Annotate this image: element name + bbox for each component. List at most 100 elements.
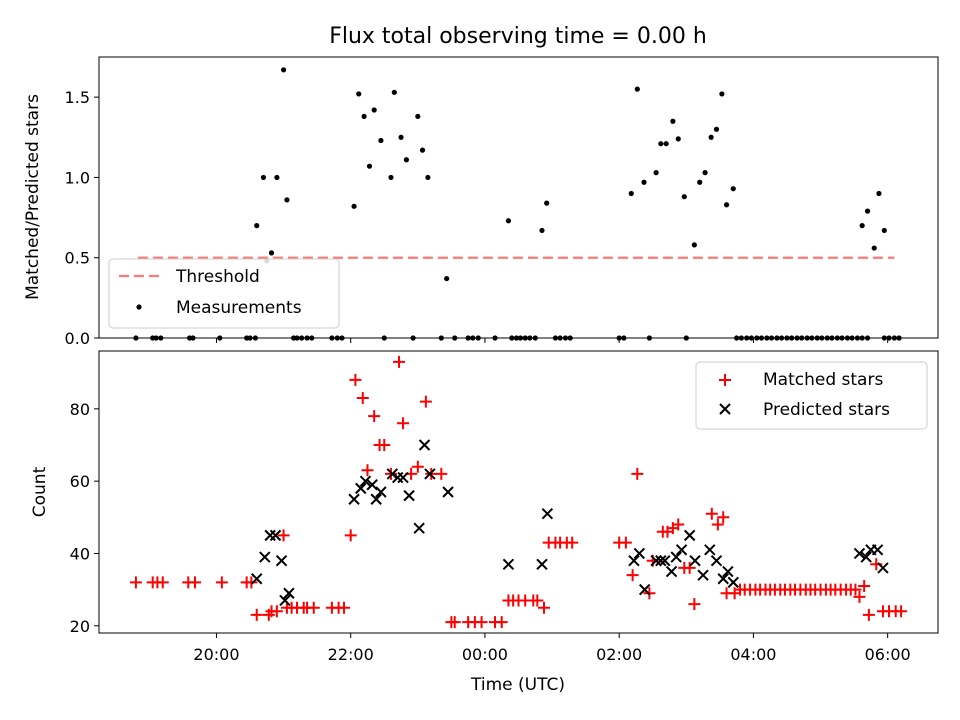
count-y-tick-label: 20	[70, 617, 90, 636]
measurement-point	[567, 335, 573, 341]
measurement-point	[829, 335, 835, 341]
matched-stars-point	[853, 590, 866, 603]
matched-stars-point	[277, 529, 290, 542]
predicted-stars-point	[655, 554, 667, 567]
measurement-point	[670, 118, 676, 124]
matched-stars-point	[849, 583, 862, 596]
measurement-point	[738, 335, 744, 341]
x-tick-label: 00:00	[462, 645, 508, 664]
x-axis-label: Time (UTC)	[470, 675, 565, 695]
measurement-point	[744, 335, 750, 341]
matched-stars-point	[270, 605, 283, 618]
measurement-point	[517, 335, 524, 341]
measurement-point	[702, 170, 708, 176]
matched-stars-point	[626, 569, 639, 582]
measurement-point	[522, 335, 528, 341]
matched-stars-point	[250, 608, 263, 621]
measurement-point	[719, 91, 725, 97]
measurement-point	[562, 335, 569, 341]
legend-measurements-swatch	[136, 304, 142, 310]
matched-stars-point	[688, 598, 701, 611]
measurement-point	[329, 335, 335, 341]
measurement-point	[871, 245, 877, 251]
measurement-point	[675, 136, 681, 142]
measurement-point	[532, 335, 538, 341]
measurement-point	[356, 91, 362, 97]
matched-stars-point	[619, 536, 632, 549]
measurement-point	[641, 179, 647, 185]
matched-stars-point	[538, 601, 551, 614]
matched-stars-point	[705, 507, 718, 520]
measurement-point	[859, 223, 865, 229]
chart-title: Flux total observing time = 0.00 h	[329, 24, 707, 49]
matched-stars-point	[368, 410, 381, 423]
matched-stars-point	[717, 511, 730, 524]
matched-stars-point	[361, 464, 374, 477]
measurement-point	[691, 242, 697, 248]
predicted-stars-point	[670, 551, 682, 563]
measurement-point	[634, 86, 640, 92]
matched-stars-point	[566, 536, 579, 549]
matched-stars-point	[356, 392, 369, 404]
matched-stars-point	[858, 580, 871, 592]
measurement-point	[309, 335, 315, 341]
count-y-tick-label: 60	[70, 472, 90, 491]
measurement-point	[758, 335, 765, 341]
matched-stars-point	[393, 355, 406, 368]
matched-stars-point	[495, 616, 508, 629]
measurement-point	[839, 335, 845, 341]
measurement-point	[784, 335, 790, 341]
matched-stars-point	[683, 561, 696, 574]
measurement-point	[557, 335, 563, 341]
predicted-stars-point	[659, 554, 671, 567]
predicted-stars-point	[424, 468, 436, 480]
measurement-point	[339, 335, 345, 341]
measurement-point	[621, 335, 627, 341]
measurement-point	[513, 335, 520, 341]
count-plot-frame	[98, 350, 939, 634]
measurement-point	[388, 174, 394, 181]
measurement-point	[492, 335, 498, 341]
predicted-stars-point	[722, 565, 734, 578]
measurement-point	[217, 335, 223, 341]
matched-stars-point	[631, 467, 644, 480]
measurement-point	[552, 335, 559, 341]
matched-stars-point	[188, 576, 201, 589]
matched-stars-point	[344, 529, 357, 542]
predicted-stars-point	[633, 547, 646, 560]
measurement-point	[351, 203, 357, 209]
measurement-point	[864, 208, 871, 214]
predicted-stars-point	[675, 544, 688, 556]
legend-matched-swatch	[719, 374, 731, 386]
predicted-stars-point	[359, 475, 372, 487]
legend-predicted-swatch	[719, 403, 731, 415]
measurement-point	[252, 335, 258, 341]
measurement-point	[881, 227, 887, 234]
count-y-tick-label: 80	[70, 400, 90, 419]
measurement-point	[133, 335, 139, 341]
measurement-point	[723, 202, 730, 208]
measurement-point	[465, 335, 471, 341]
measurement-point	[299, 335, 305, 341]
measurement-point	[891, 335, 897, 341]
measurement-point	[403, 157, 410, 163]
measurement-point	[794, 335, 800, 341]
measurement-point	[260, 174, 267, 181]
measurement-point	[616, 335, 622, 341]
legend-measurements-label: Measurements	[176, 298, 302, 318]
predicted-stars-point	[650, 554, 662, 567]
measurement-point	[444, 275, 450, 282]
matched-stars-point	[397, 417, 410, 430]
measurement-point	[809, 335, 815, 341]
measurement-point	[881, 335, 887, 341]
predicted-stars-point	[370, 493, 382, 505]
measurement-point	[544, 200, 550, 206]
count-y-axis-label: Count	[30, 466, 50, 517]
predicted-stars-point	[283, 587, 295, 599]
measurement-point	[304, 335, 310, 341]
predicted-stars-point	[355, 482, 367, 495]
predicted-stars-point	[251, 573, 263, 585]
measurement-point	[663, 141, 669, 147]
count-panel: 20 40 60 80 20:00 22:00 00:00 02:00 04:00 06:00 C…	[30, 350, 939, 664]
measurement-point	[814, 335, 820, 341]
